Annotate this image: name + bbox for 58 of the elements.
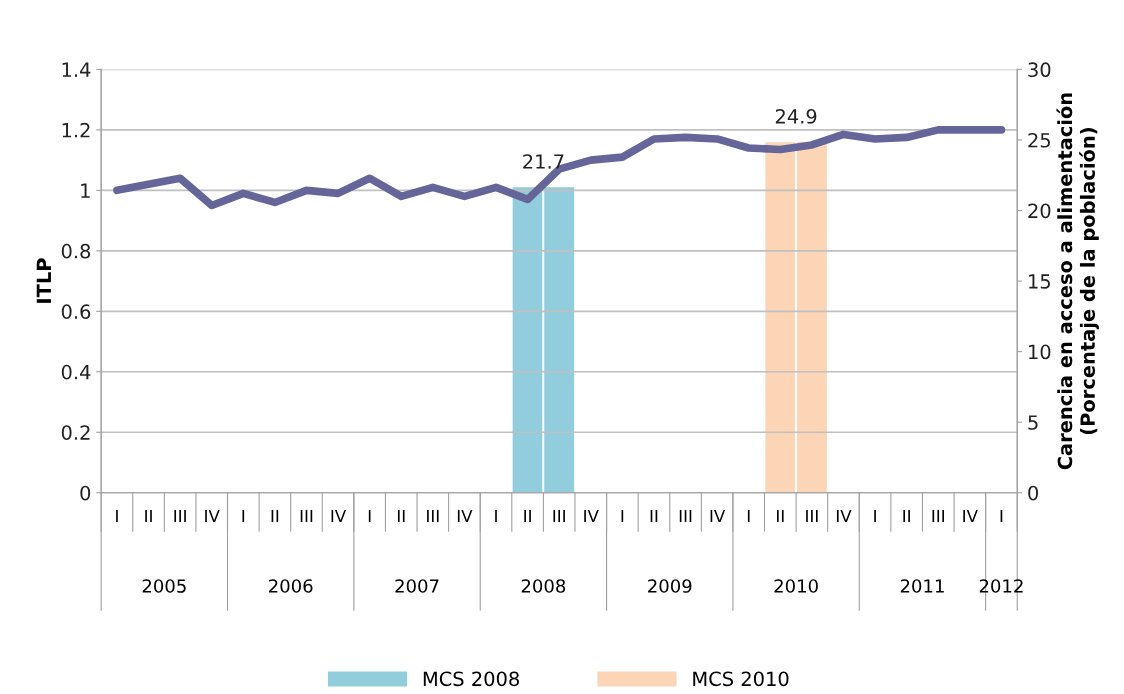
legend-label: MCS 2008 <box>423 671 519 687</box>
y2-tick-label: 10 <box>1029 344 1051 360</box>
legend-label: MCS 2010 <box>693 671 789 687</box>
x-tick-label: IV <box>584 509 599 523</box>
text: 2011 <box>900 579 944 593</box>
text: 2012 <box>979 579 1023 593</box>
data-label: 21.7 <box>523 154 564 169</box>
x-tick-label: III <box>300 509 313 523</box>
x-tick-label: II <box>777 509 784 523</box>
x-tick-label: I <box>747 509 750 523</box>
x-tick-label: I <box>621 509 624 523</box>
x-tick-label: IV <box>836 509 852 523</box>
text: 2008 <box>521 579 566 593</box>
y-tick-label: 0.2 <box>61 425 90 440</box>
y-tick-label: 0.8 <box>61 243 91 259</box>
y2-tick-label: 5 <box>1028 415 1038 430</box>
x-tick-label: IV <box>963 509 978 523</box>
x-tick-label: IV <box>205 509 220 523</box>
text: 2006 <box>269 579 313 593</box>
x-tick-label: I <box>116 509 118 523</box>
y2-tick-label: 0 <box>1028 485 1039 501</box>
text: 2007 <box>395 579 439 593</box>
text: 2009 <box>648 579 692 593</box>
y2-tick-label: 20 <box>1028 203 1051 219</box>
y2-tick-label: 30 <box>1028 62 1051 78</box>
x-tick-label: II <box>271 509 279 523</box>
x-tick-label: IV <box>457 509 473 523</box>
x-tick-label: IV <box>710 509 726 523</box>
y2-axis-title: Carencia en acceso a alimentación (Porcentaje de la población) <box>1056 93 1099 470</box>
x-tick-label: II <box>524 509 531 523</box>
x-tick-label: IV <box>331 509 347 523</box>
x-tick-label: I <box>1000 509 1003 523</box>
x-tick-label: III <box>806 509 818 523</box>
y-tick-label: 1.2 <box>62 122 90 138</box>
x-tick-label: III <box>679 509 692 523</box>
y-tick-label: 0 <box>80 485 91 501</box>
x-tick-label: II <box>397 509 405 523</box>
data-label: 24.9 <box>775 109 817 124</box>
x-tick-label: III <box>553 509 565 523</box>
y-axis-title: ITLP <box>36 258 51 303</box>
x-tick-label: II <box>145 509 152 523</box>
text: 2010 <box>774 579 818 593</box>
x-tick-label: I <box>495 509 497 523</box>
text: 2005 <box>142 579 186 593</box>
y-tick-label: 0.4 <box>61 364 91 380</box>
x-tick-label: II <box>903 509 910 523</box>
y-tick-label: 1 <box>81 183 90 198</box>
y2-tick-label: 25 <box>1028 132 1050 148</box>
y2-tick-label: 15 <box>1029 274 1050 289</box>
y-tick-label: 1.4 <box>62 62 91 77</box>
y-tick-label: 0.6 <box>61 304 91 319</box>
x-tick-label: III <box>932 509 944 523</box>
x-tick-label: I <box>242 509 245 523</box>
x-tick-label: I <box>368 509 371 523</box>
x-tick-label: I <box>874 509 876 523</box>
x-tick-label: II <box>650 509 658 523</box>
x-tick-label: III <box>427 509 439 523</box>
x-tick-label: III <box>174 509 186 523</box>
